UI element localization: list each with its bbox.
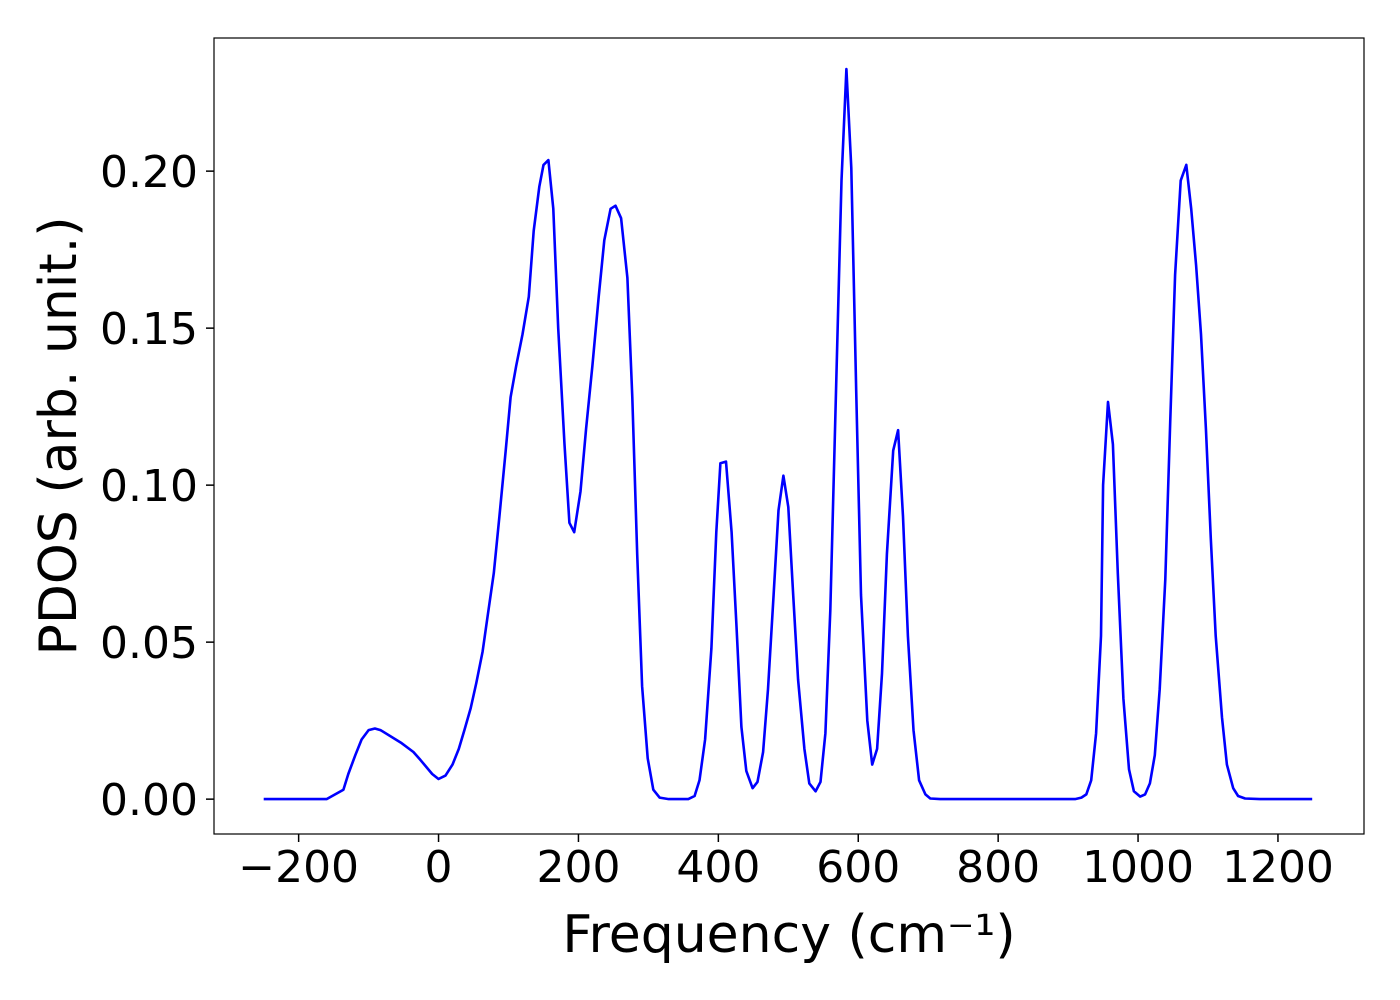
x-tick-label: 1200 (1222, 842, 1334, 893)
x-axis-label: Frequency (cm⁻¹) (562, 905, 1015, 965)
x-tick-label: 200 (536, 842, 620, 893)
y-tick-label: 0.20 (100, 147, 198, 198)
y-tick-label: 0.15 (100, 304, 198, 355)
line-series (263, 67, 1313, 801)
x-tick-label: −200 (238, 842, 359, 893)
x-tick-label: 800 (956, 842, 1040, 893)
x-tick-label: 400 (676, 842, 760, 893)
x-tick-label: 1000 (1082, 842, 1194, 893)
plot-frame (213, 37, 1365, 835)
y-tick-label: 0.00 (100, 775, 198, 826)
y-tick-label: 0.10 (100, 461, 198, 512)
y-tick-label: 0.05 (100, 618, 198, 669)
y-axis-label: PDOS (arb. unit.) (29, 216, 89, 655)
x-tick-label: 0 (425, 842, 453, 893)
x-tick-label: 600 (816, 842, 900, 893)
